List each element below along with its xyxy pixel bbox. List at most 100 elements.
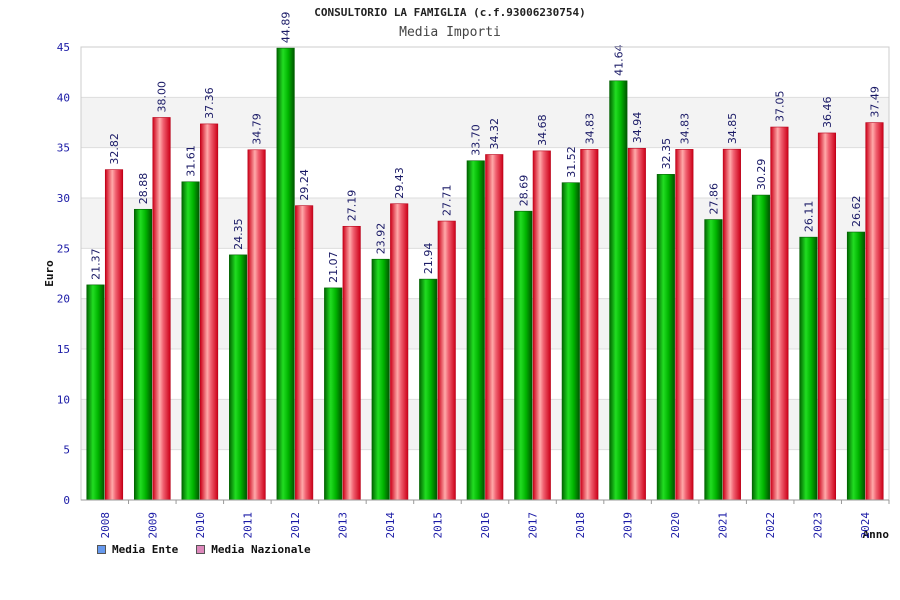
data-label: 27.86 xyxy=(707,183,720,215)
bar-media-ente xyxy=(514,210,533,501)
x-tick-label: 2009 xyxy=(146,512,159,539)
bar-media-ente xyxy=(609,80,628,501)
data-label: 27.19 xyxy=(346,190,359,222)
y-tick-label: 40 xyxy=(57,91,70,104)
legend-swatch-icon xyxy=(196,545,206,554)
bar-media-nazionale xyxy=(532,150,551,501)
data-label: 28.69 xyxy=(517,175,530,207)
x-tick-label: 2014 xyxy=(384,512,397,539)
bar-media-nazionale xyxy=(580,149,599,501)
x-tick-label: 2019 xyxy=(622,512,635,539)
data-label: 29.24 xyxy=(298,169,311,201)
data-label: 34.94 xyxy=(631,112,644,144)
x-tick-label: 2010 xyxy=(194,512,207,539)
data-label: 28.88 xyxy=(137,173,150,205)
bar-media-nazionale xyxy=(437,220,456,501)
y-tick-label: 5 xyxy=(63,444,70,457)
data-label: 44.89 xyxy=(280,12,293,44)
bar-media-nazionale xyxy=(485,154,504,501)
chart-title: CONSULTORIO LA FAMIGLIA (c.f.93006230754… xyxy=(314,6,586,19)
data-label: 34.68 xyxy=(536,114,549,146)
data-label: 34.83 xyxy=(583,113,596,145)
bar-media-ente xyxy=(561,182,580,501)
data-label: 30.29 xyxy=(755,159,768,191)
x-tick-label: 2022 xyxy=(764,512,777,539)
bar-media-nazionale xyxy=(722,148,741,501)
bar-media-ente xyxy=(419,278,438,501)
bar-media-nazionale xyxy=(770,126,789,501)
data-label: 26.11 xyxy=(802,201,815,233)
data-label: 29.43 xyxy=(393,167,406,199)
bar-media-nazionale xyxy=(200,123,219,501)
x-tick-label: 2018 xyxy=(574,512,587,539)
bar-media-nazionale xyxy=(865,122,884,501)
bar-media-ente xyxy=(799,236,818,501)
y-tick-label: 15 xyxy=(57,343,70,356)
bar-media-ente xyxy=(133,208,153,501)
bar-media-nazionale xyxy=(627,147,646,501)
y-tick-label: 20 xyxy=(57,293,70,306)
y-tick-label: 10 xyxy=(57,393,70,406)
data-label: 34.85 xyxy=(726,113,739,145)
x-tick-label: 2017 xyxy=(527,512,540,539)
bar-media-ente xyxy=(324,287,343,501)
bar-media-nazionale xyxy=(817,132,837,501)
x-tick-label: 2013 xyxy=(336,512,349,539)
legend: Media Ente Media Nazionale xyxy=(97,543,311,556)
y-tick-label: 0 xyxy=(63,494,70,507)
legend-item-media-nazionale: Media Nazionale xyxy=(196,543,311,556)
bar-media-ente xyxy=(86,284,105,501)
bar-media-ente xyxy=(276,47,295,501)
bar-media-nazionale xyxy=(675,149,694,501)
bar-media-ente xyxy=(656,174,675,501)
data-label: 21.07 xyxy=(327,251,340,283)
bar-media-nazionale xyxy=(295,205,314,501)
data-label: 34.79 xyxy=(251,113,264,145)
data-label: 41.64 xyxy=(612,44,625,76)
bar-media-ente xyxy=(466,160,485,501)
data-label: 31.52 xyxy=(565,146,578,178)
x-tick-label: 2023 xyxy=(812,512,825,539)
x-axis-label: Anno xyxy=(863,528,890,541)
bar-media-nazionale xyxy=(104,169,124,501)
bar-media-ente xyxy=(751,194,770,501)
bar-media-nazionale xyxy=(390,203,409,501)
data-label: 37.05 xyxy=(773,91,786,123)
data-label: 37.36 xyxy=(203,87,216,119)
x-tick-label: 2024 xyxy=(859,512,872,539)
data-label: 21.37 xyxy=(90,248,103,280)
bar-media-ente xyxy=(229,254,248,501)
x-tick-label: 2016 xyxy=(479,512,492,539)
x-tick-label: 2021 xyxy=(717,512,730,539)
y-tick-label: 25 xyxy=(57,242,70,255)
data-label: 34.32 xyxy=(488,118,501,150)
data-label: 27.71 xyxy=(441,185,454,217)
bar-media-ente xyxy=(371,258,390,501)
data-label: 31.61 xyxy=(185,145,198,177)
bar-media-nazionale xyxy=(247,149,266,501)
x-tick-label: 2011 xyxy=(241,512,254,539)
y-tick-label: 45 xyxy=(57,41,70,54)
x-tick-label: 2020 xyxy=(669,512,682,539)
data-label: 33.70 xyxy=(470,124,483,156)
data-label: 38.00 xyxy=(156,81,169,113)
bar-media-ente xyxy=(704,219,723,501)
bar-media-nazionale xyxy=(152,117,171,501)
y-tick-label: 35 xyxy=(57,142,70,155)
data-label: 36.46 xyxy=(821,96,834,128)
x-tick-label: 2012 xyxy=(289,512,302,539)
data-label: 23.92 xyxy=(375,223,388,255)
data-label: 32.35 xyxy=(660,138,673,170)
legend-item-media-ente: Media Ente xyxy=(97,543,178,556)
legend-label: Media Ente xyxy=(112,543,179,556)
bar-media-ente xyxy=(846,231,866,501)
data-label: 26.62 xyxy=(850,196,863,228)
bar-media-ente xyxy=(181,181,200,501)
data-label: 32.82 xyxy=(108,133,121,165)
data-label: 21.94 xyxy=(422,243,435,275)
x-tick-label: 2008 xyxy=(99,512,112,539)
data-label: 37.49 xyxy=(868,86,881,118)
y-tick-label: 30 xyxy=(57,192,70,205)
legend-swatch-icon xyxy=(97,545,106,554)
